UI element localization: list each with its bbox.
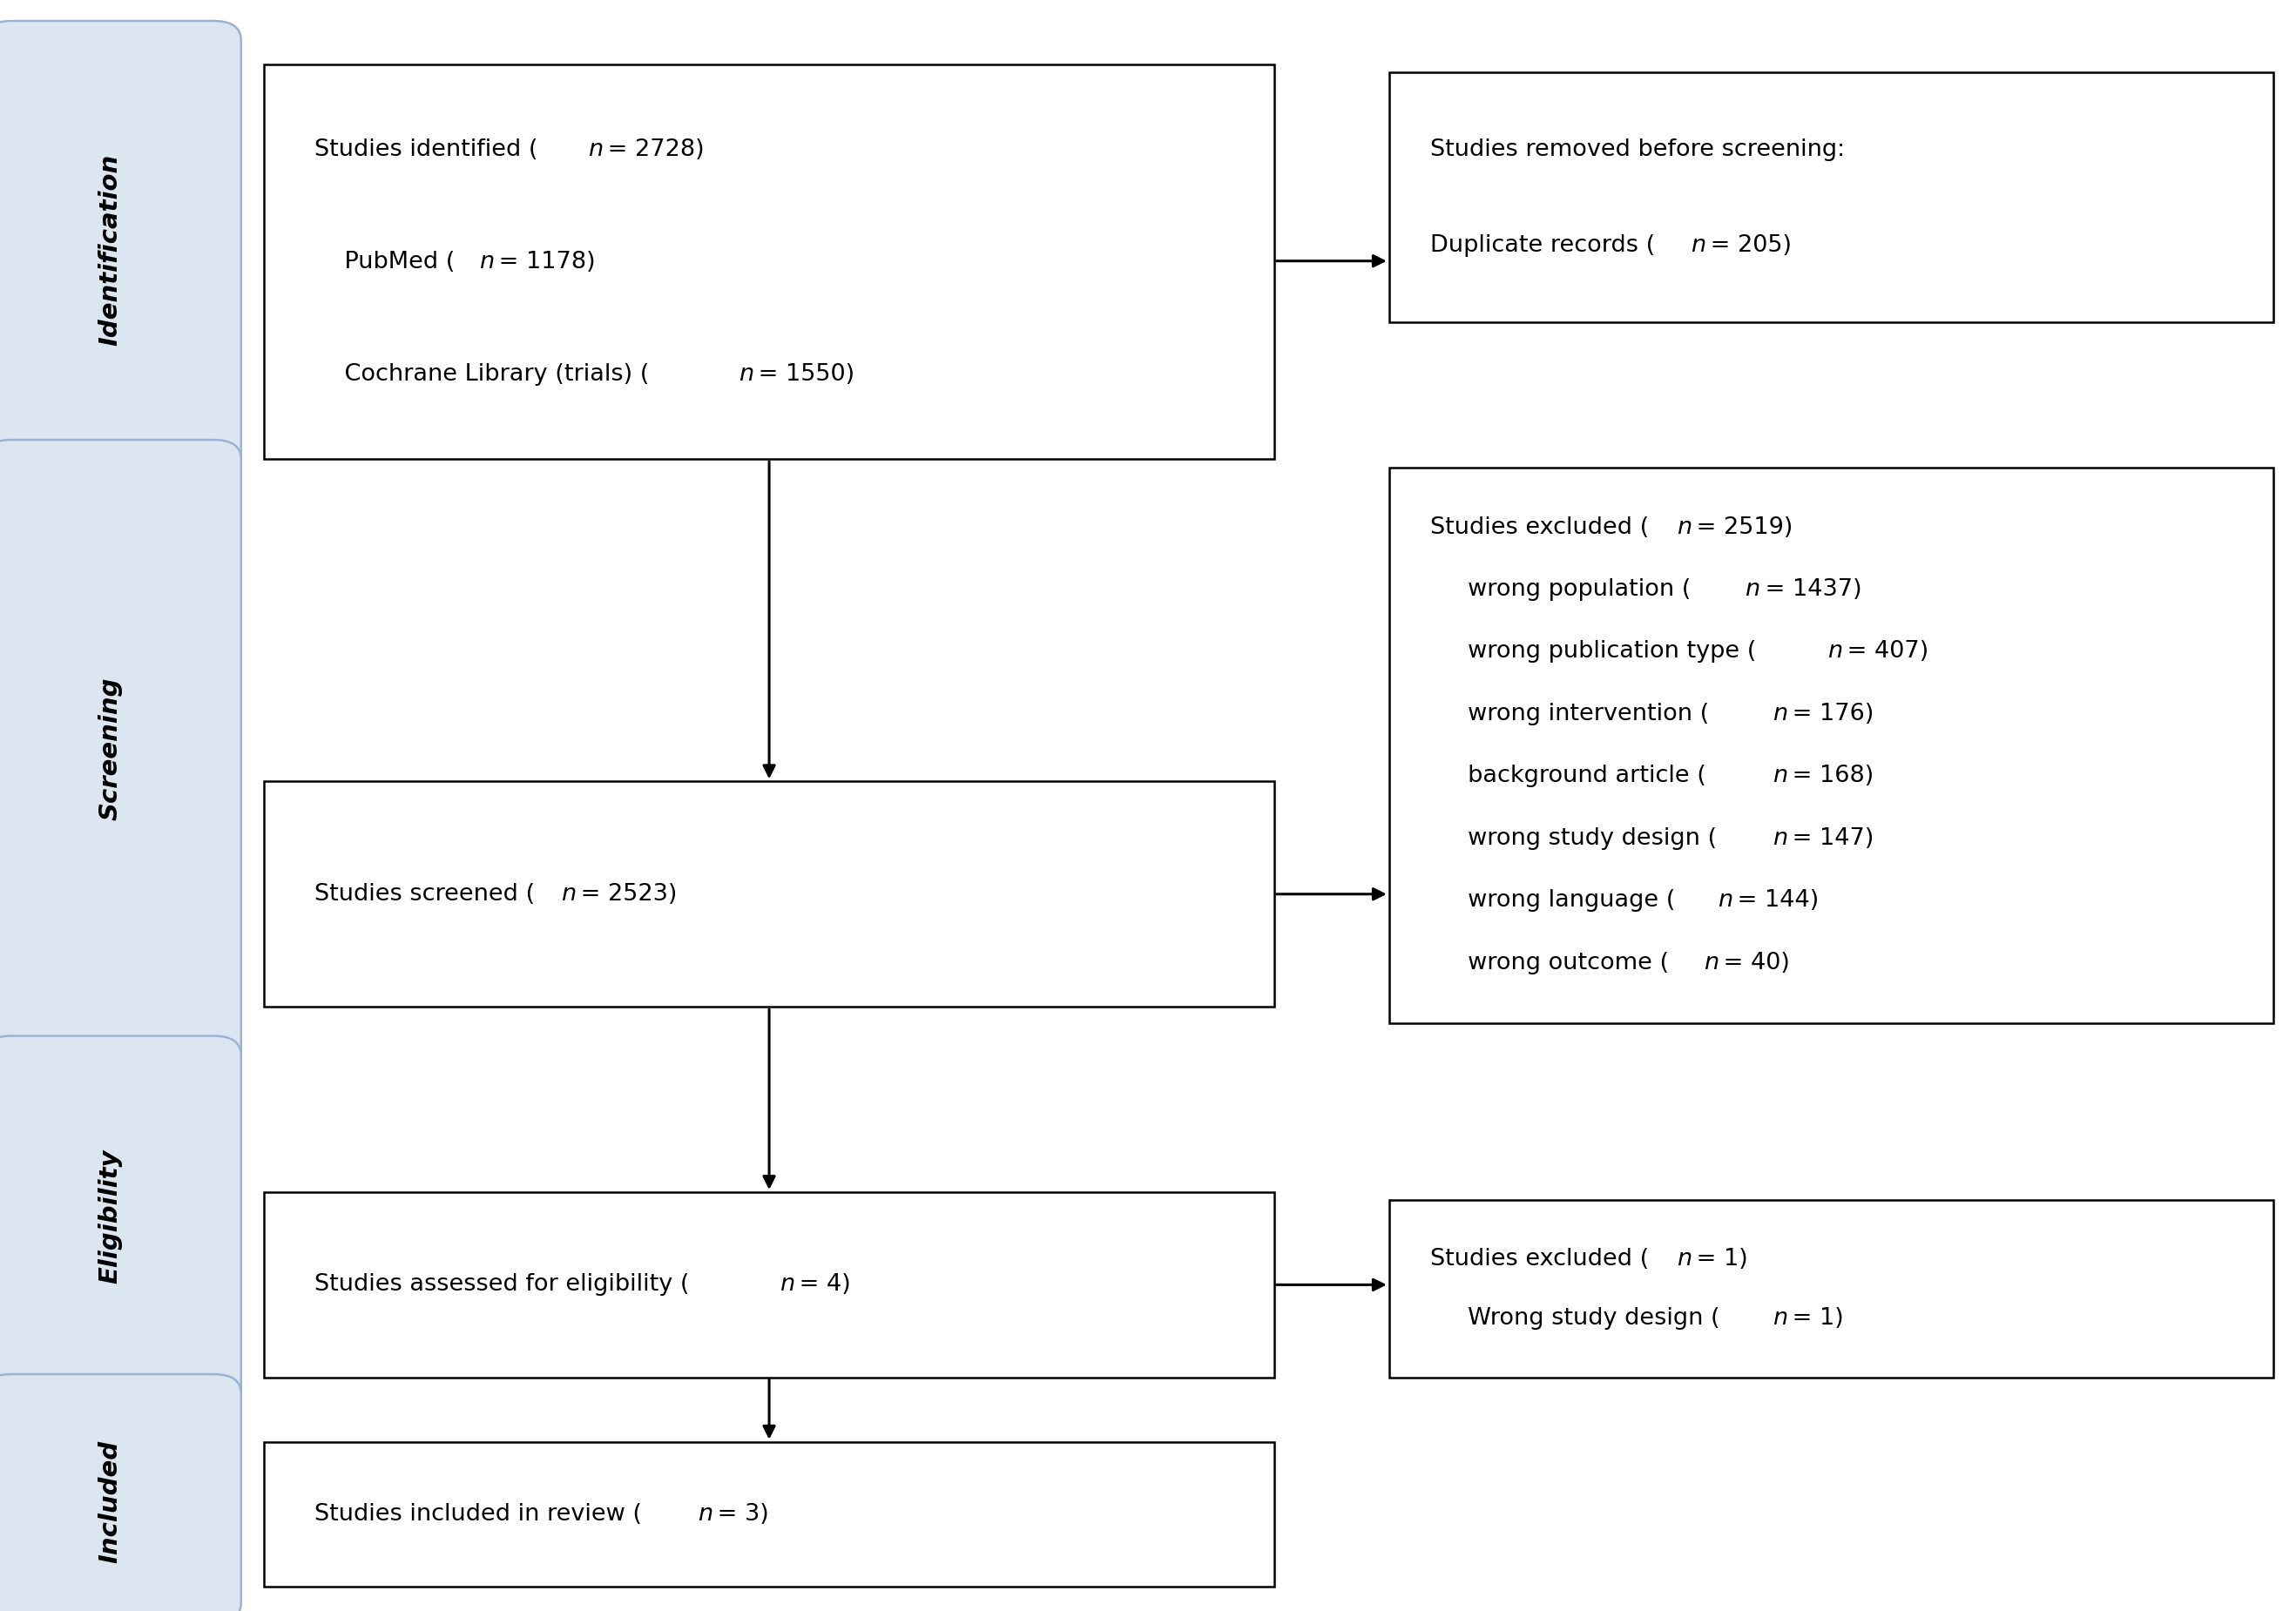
Bar xyxy=(264,1442,1274,1587)
Text: wrong publication type (: wrong publication type ( xyxy=(1430,641,1756,664)
FancyBboxPatch shape xyxy=(0,1374,241,1611)
Bar xyxy=(264,781,1274,1007)
Text: = 205): = 205) xyxy=(1704,234,1791,256)
Text: = 1178): = 1178) xyxy=(491,250,595,274)
Text: Eligibility: Eligibility xyxy=(99,1149,122,1284)
Text: n: n xyxy=(1704,952,1720,975)
Text: n: n xyxy=(1717,889,1733,912)
Text: n: n xyxy=(698,1503,712,1526)
Text: wrong population (: wrong population ( xyxy=(1430,578,1692,601)
Bar xyxy=(1389,1200,2273,1377)
Text: n: n xyxy=(480,250,494,274)
Text: n: n xyxy=(1676,1247,1692,1271)
Text: n: n xyxy=(1690,234,1706,256)
Text: = 4): = 4) xyxy=(792,1273,852,1297)
Text: n: n xyxy=(781,1273,794,1297)
Text: = 176): = 176) xyxy=(1784,702,1874,725)
Text: n: n xyxy=(560,883,576,905)
Bar xyxy=(1389,72,2273,322)
Text: n: n xyxy=(588,139,604,161)
Text: n: n xyxy=(739,362,753,385)
Text: = 1437): = 1437) xyxy=(1756,578,1862,601)
Text: Studies removed before screening:: Studies removed before screening: xyxy=(1430,139,1846,161)
Text: Wrong study design (: Wrong study design ( xyxy=(1430,1307,1720,1331)
Text: Studies included in review (: Studies included in review ( xyxy=(315,1503,643,1526)
Text: Cochrane Library (trials) (: Cochrane Library (trials) ( xyxy=(315,362,650,385)
Text: = 2519): = 2519) xyxy=(1690,516,1793,538)
Text: background article (: background article ( xyxy=(1430,765,1706,788)
Bar xyxy=(264,64,1274,459)
Text: = 3): = 3) xyxy=(709,1503,769,1526)
Bar xyxy=(1389,467,2273,1023)
FancyBboxPatch shape xyxy=(0,21,241,478)
Text: Studies assessed for eligibility (: Studies assessed for eligibility ( xyxy=(315,1273,689,1297)
Text: Duplicate records (: Duplicate records ( xyxy=(1430,234,1655,256)
Text: n: n xyxy=(1773,826,1789,849)
Text: n: n xyxy=(1745,578,1761,601)
Text: wrong intervention (: wrong intervention ( xyxy=(1430,702,1708,725)
Text: = 168): = 168) xyxy=(1784,765,1874,788)
Text: Studies excluded (: Studies excluded ( xyxy=(1430,516,1649,538)
FancyBboxPatch shape xyxy=(0,1036,241,1413)
Text: Screening: Screening xyxy=(99,678,122,820)
Text: = 147): = 147) xyxy=(1784,826,1874,849)
Bar xyxy=(264,1192,1274,1377)
Text: wrong outcome (: wrong outcome ( xyxy=(1430,952,1669,975)
Text: = 1): = 1) xyxy=(1784,1307,1844,1331)
Text: n: n xyxy=(1773,1307,1789,1331)
Text: = 407): = 407) xyxy=(1839,641,1929,664)
Text: Included: Included xyxy=(99,1440,122,1563)
Text: = 1): = 1) xyxy=(1690,1247,1747,1271)
Text: n: n xyxy=(1676,516,1692,538)
Text: Studies screened (: Studies screened ( xyxy=(315,883,535,905)
Text: n: n xyxy=(1773,702,1789,725)
Text: = 40): = 40) xyxy=(1717,952,1791,975)
Text: wrong language (: wrong language ( xyxy=(1430,889,1676,912)
Text: Studies excluded (: Studies excluded ( xyxy=(1430,1247,1649,1271)
Text: = 144): = 144) xyxy=(1729,889,1818,912)
Text: = 2523): = 2523) xyxy=(574,883,677,905)
Text: Identification: Identification xyxy=(99,153,122,346)
Text: PubMed (: PubMed ( xyxy=(315,250,455,274)
Text: n: n xyxy=(1828,641,1841,664)
Text: = 1550): = 1550) xyxy=(751,362,854,385)
Text: Studies identified (: Studies identified ( xyxy=(315,139,537,161)
FancyBboxPatch shape xyxy=(0,440,241,1075)
Text: n: n xyxy=(1773,765,1789,788)
Text: wrong study design (: wrong study design ( xyxy=(1430,826,1717,849)
Text: = 2728): = 2728) xyxy=(602,139,705,161)
